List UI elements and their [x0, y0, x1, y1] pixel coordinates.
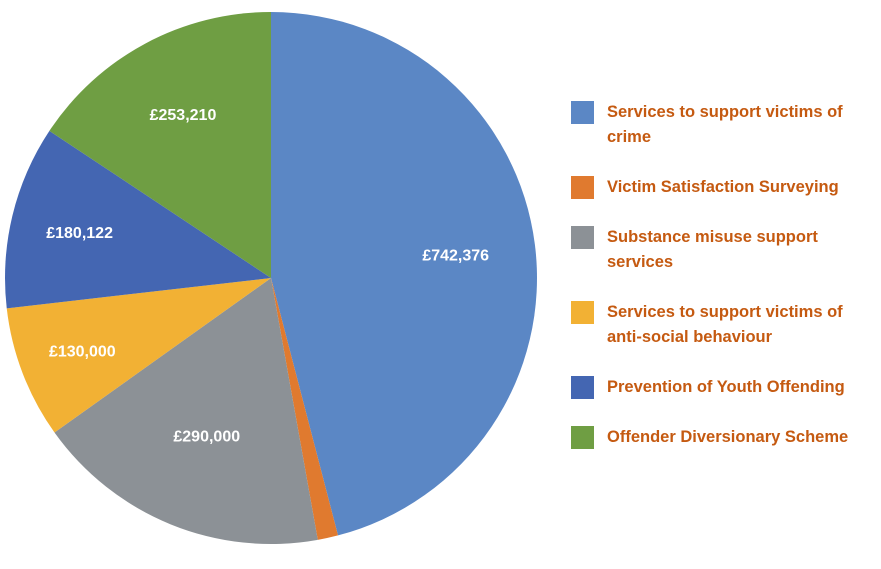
pie-slice-anti-social-behaviour — [6, 278, 272, 433]
data-label-anti-social-behaviour: £130,000 — [49, 344, 116, 361]
data-label-offender-diversionary: £253,210 — [150, 107, 217, 124]
data-label-victims-of-crime: £742,376 — [422, 247, 489, 264]
pie-slice-victim-satisfaction — [271, 278, 339, 540]
legend-swatch-offender-diversionary — [571, 426, 594, 449]
legend-label-offender-diversionary: Offender Diversionary Scheme — [607, 428, 849, 446]
legend-item-offender-diversionary: Offender Diversionary Scheme — [571, 425, 877, 475]
legend-label-anti-social-behaviour: Services to support victims of anti-soci… — [607, 303, 843, 346]
data-label-substance-misuse: £290,000 — [173, 429, 240, 446]
pie-slice-substance-misuse — [54, 278, 318, 545]
pie-data-labels: £742,376£20,000£290,000£130,000£180,122£… — [46, 107, 489, 446]
legend-label-substance-misuse: Substance misuse support services — [607, 228, 818, 271]
pie-chart: £742,376£20,000£290,000£130,000£180,122£… — [5, 12, 538, 545]
legend-label-victim-satisfaction: Victim Satisfaction Surveying — [607, 178, 839, 196]
legend-swatch-victim-satisfaction — [571, 176, 594, 199]
pie-slice-offender-diversionary — [49, 12, 272, 278]
pie-slices — [5, 12, 538, 545]
legend-swatch-anti-social-behaviour — [571, 301, 594, 324]
pie-slice-youth-offending — [5, 130, 272, 309]
pie-slice-victims-of-crime — [271, 12, 538, 536]
legend-swatch-youth-offending — [571, 376, 594, 399]
legend-label-victims-of-crime: Services to support victims of crime — [607, 103, 843, 146]
legend-item-youth-offending: Prevention of Youth Offending — [571, 375, 877, 425]
legend-swatch-victims-of-crime — [571, 101, 594, 124]
legend-swatch-substance-misuse — [571, 226, 594, 249]
chart-legend: Services to support victims of crime Vic… — [571, 100, 877, 475]
legend-item-anti-social-behaviour: Services to support victims of anti-soci… — [571, 300, 877, 375]
legend-item-substance-misuse: Substance misuse support services — [571, 225, 877, 300]
data-label-youth-offending: £180,122 — [46, 225, 113, 242]
legend-label-youth-offending: Prevention of Youth Offending — [607, 378, 845, 396]
legend-item-victim-satisfaction: Victim Satisfaction Surveying — [571, 175, 877, 225]
legend-item-victims-of-crime: Services to support victims of crime — [571, 100, 877, 175]
